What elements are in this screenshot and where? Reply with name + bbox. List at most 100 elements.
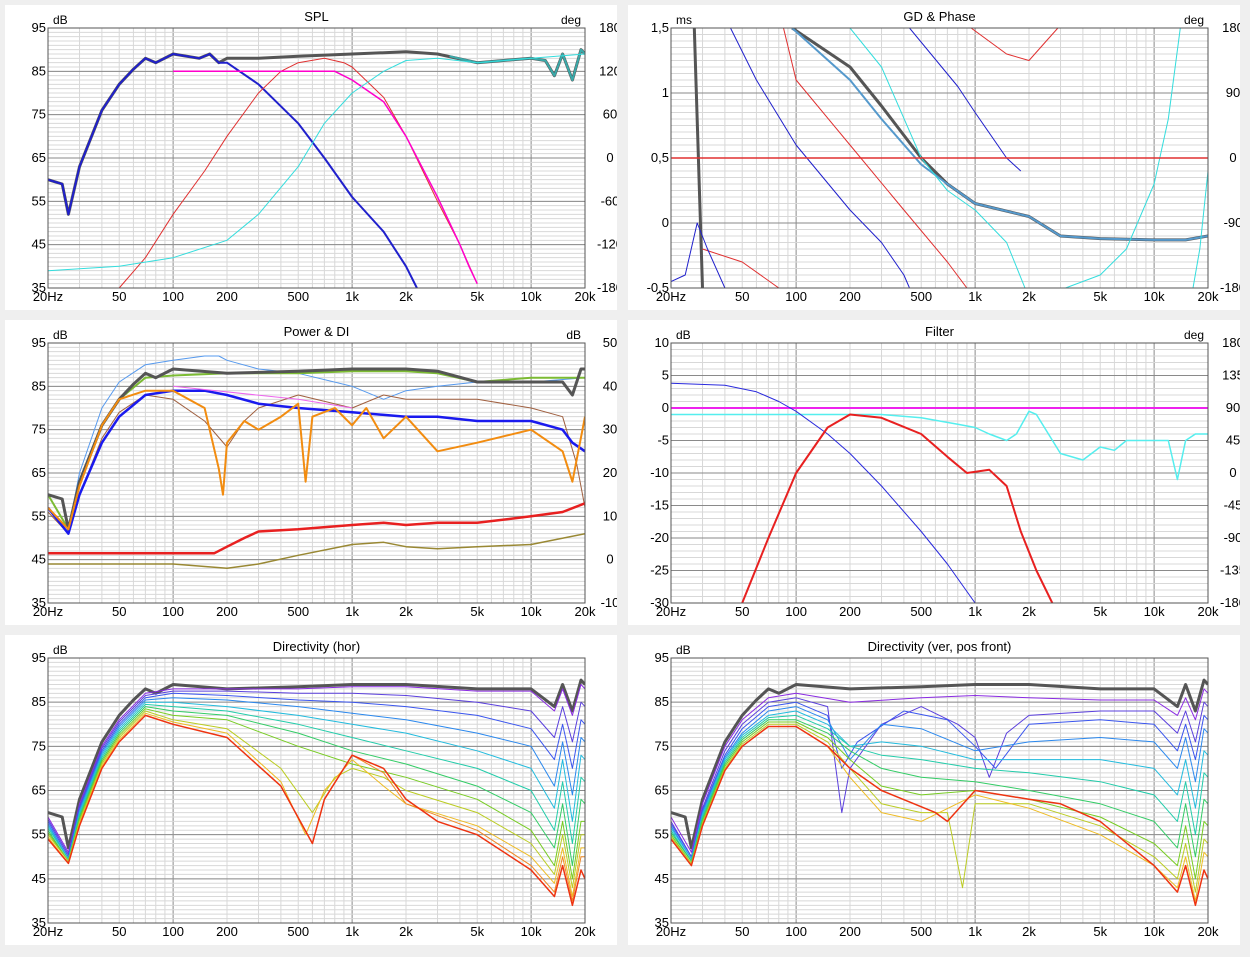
- y-tick-label: 35: [32, 595, 46, 610]
- x-tick-label: 20Hz: [656, 289, 686, 304]
- grid: [48, 27, 585, 289]
- panel-gd-phase: GD & Phase ms deg 1,5 1 0,5 0 -0,5 180 90 0 -90 -180…: [628, 5, 1240, 310]
- x-tick-label: 50: [112, 289, 126, 304]
- right-unit: deg: [1184, 328, 1204, 342]
- series-line-5: [1192, 170, 1208, 288]
- x-tick-label: 50: [735, 924, 749, 939]
- x-tick-label: 50: [112, 924, 126, 939]
- chart-spl: SPL dB deg 95 85 75 65 55 45 35 180 120 60 0 -60 -120 -1…: [32, 9, 617, 304]
- y2-tick-label: 20: [603, 465, 617, 480]
- x-tick-label: 5k: [1093, 289, 1107, 304]
- panel-directivity-hor: Directivity (hor) dB 95 85 75 65 55 45 35 20Hz 50 1…: [5, 635, 617, 945]
- series-line-7: [702, 248, 780, 288]
- x-tick-label: 2k: [1022, 289, 1036, 304]
- series-line-12: [48, 714, 585, 907]
- y-tick-label: 55: [32, 827, 46, 842]
- y2-tick-label: -60: [601, 193, 617, 208]
- series-line-3: [741, 413, 1054, 603]
- y2-tick-label: -180: [1220, 280, 1240, 295]
- grid: [671, 342, 1208, 604]
- x-tick-label: 2k: [1022, 924, 1036, 939]
- series-line-3: [118, 57, 478, 288]
- x-tick-label: 1k: [968, 924, 982, 939]
- y2-tick-label: -45: [1224, 498, 1240, 513]
- y-tick-label: -10: [650, 465, 669, 480]
- right-unit: deg: [561, 13, 581, 27]
- y-tick-label: -5: [657, 433, 669, 448]
- y-tick-label: 35: [32, 915, 46, 930]
- y-tick-label: 35: [32, 280, 46, 295]
- y2-tick-label: -180: [1220, 595, 1240, 610]
- x-tick-label: 20k: [1198, 289, 1219, 304]
- y-tick-label: 95: [655, 650, 669, 665]
- y2-tick-label: 30: [603, 422, 617, 437]
- x-tick-label: 1k: [345, 289, 359, 304]
- series-line-5: [671, 710, 1208, 860]
- x-tick-label: 100: [785, 604, 807, 619]
- x-tick-label: 20Hz: [33, 289, 63, 304]
- series-line-6: [173, 385, 353, 409]
- series-line-4: [173, 70, 478, 285]
- series-group: [671, 382, 1208, 603]
- y-tick-label: 75: [655, 738, 669, 753]
- series-line-3: [48, 692, 585, 858]
- y-tick-label: 65: [32, 783, 46, 798]
- grid: [671, 657, 1208, 924]
- plot-frame: [670, 342, 1209, 604]
- x-tick-label: 5k: [1093, 924, 1107, 939]
- series-line-3: [707, 28, 1026, 288]
- y-tick-label: 55: [32, 508, 46, 523]
- y-tick-label: 45: [655, 871, 669, 886]
- y-tick-label: 95: [32, 20, 46, 35]
- series-line-5: [48, 701, 585, 860]
- y-tick-label: 95: [32, 650, 46, 665]
- series-line-8: [48, 532, 585, 570]
- x-tick-label: 10k: [521, 289, 542, 304]
- x-tick-label: 50: [735, 604, 749, 619]
- y-tick-label: 35: [655, 915, 669, 930]
- series-line-8: [970, 28, 1059, 61]
- y2-tick-label: 180: [1222, 335, 1240, 350]
- y-tick-label: -30: [650, 595, 669, 610]
- series-line-2: [671, 697, 1208, 858]
- series-line-2: [791, 28, 1208, 241]
- series-group: [48, 48, 585, 288]
- left-unit: dB: [53, 13, 68, 27]
- x-tick-label: 500: [287, 289, 309, 304]
- left-unit: dB: [53, 328, 68, 342]
- y-tick-label: 0,5: [651, 150, 669, 165]
- series-line-2: [48, 690, 585, 855]
- y-tick-label: 85: [32, 694, 46, 709]
- y-tick-label: 45: [32, 552, 46, 567]
- x-tick-label: 50: [735, 289, 749, 304]
- series-line-3: [671, 701, 1208, 858]
- series-group: [671, 28, 1208, 288]
- series-line-11: [671, 725, 1208, 907]
- plot-frame: [47, 342, 586, 604]
- x-tick-label: 10k: [1144, 289, 1165, 304]
- y-tick-label: -15: [650, 498, 669, 513]
- x-tick-label: 500: [910, 604, 932, 619]
- series-line-9: [48, 710, 585, 889]
- left-unit: ms: [676, 13, 692, 27]
- series-line-6: [48, 703, 585, 860]
- series-group: [671, 678, 1208, 907]
- x-tick-label: 20k: [575, 289, 596, 304]
- y-tick-label: 55: [655, 827, 669, 842]
- y-tick-label: 55: [32, 193, 46, 208]
- y2-tick-label: -120: [597, 237, 617, 252]
- x-tick-label: 20Hz: [33, 604, 63, 619]
- panel-power-di: Power & DI dB dB 95 85 75 65 55 45 35 50 40 30 20 10 0-…: [5, 320, 617, 625]
- x-tick-label: 1k: [968, 604, 982, 619]
- series-line-2: [48, 53, 418, 288]
- x-tick-label: 10k: [521, 604, 542, 619]
- x-tick-label: 20Hz: [656, 604, 686, 619]
- series-line-1: [671, 410, 1208, 481]
- series-line-9: [730, 28, 910, 288]
- x-tick-label: 200: [216, 289, 238, 304]
- x-tick-label: 2k: [399, 604, 413, 619]
- y2-tick-label: 120: [599, 63, 617, 78]
- y2-tick-label: 90: [1226, 85, 1240, 100]
